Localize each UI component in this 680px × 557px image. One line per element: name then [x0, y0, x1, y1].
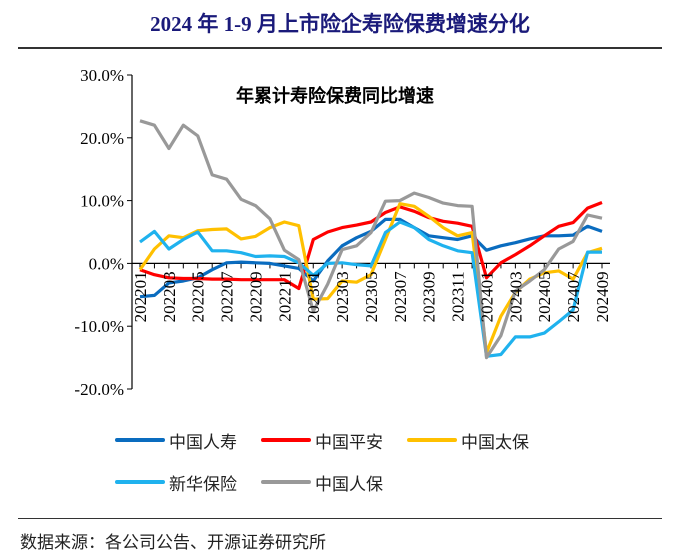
page-title: 2024 年 1-9 月上市险企寿险保费增速分化 — [150, 12, 530, 36]
x-tick-label: 202407 — [564, 271, 583, 323]
legend-item: 新华保险 — [115, 470, 259, 495]
legend-label: 中国人寿 — [169, 432, 237, 453]
y-tick-label: 20.0% — [80, 129, 124, 148]
legend: 中国人寿 中国平安 中国太保新华保险 中国人保 — [115, 427, 595, 511]
line-chart: 30.0% 20.0% 10.0% 0.0% -10.0% -20.0% 年累计寿险保费同比… — [74, 66, 612, 399]
y-tick-label: 10.0% — [80, 192, 124, 211]
legend-item: 中国太保 — [407, 428, 551, 453]
x-tick-label: 202209 — [247, 271, 266, 322]
y-tick-label: 0.0% — [89, 254, 124, 273]
x-tick-label: 202211 — [275, 271, 294, 321]
x-tick-label: 202301 — [304, 271, 323, 322]
y-tick-label: -10.0% — [74, 317, 124, 336]
legend-label: 中国太保 — [461, 432, 529, 453]
legend-label: 中国人保 — [315, 474, 383, 495]
x-tick-label: 202307 — [391, 271, 410, 323]
source-note: 数据来源：各公司公告、开源证券研究所 — [20, 533, 326, 553]
legend-item: 中国人寿 — [115, 428, 259, 453]
x-tick-label: 202205 — [189, 271, 208, 322]
x-tick-label: 202309 — [420, 271, 439, 322]
x-tick-label: 202409 — [593, 271, 612, 322]
x-tick-label: 202303 — [333, 271, 352, 322]
x-tick-label: 202203 — [160, 271, 179, 322]
legend-swatch — [261, 438, 311, 442]
x-tick-label: 202401 — [478, 271, 497, 322]
legend-swatch — [261, 480, 311, 484]
x-tick-label: 202403 — [506, 271, 525, 322]
x-tick-label: 202305 — [362, 271, 381, 322]
legend-swatch — [115, 438, 165, 442]
legend-swatch — [407, 438, 457, 442]
legend-item: 中国平安 — [261, 428, 405, 453]
y-tick-label: -20.0% — [74, 380, 124, 399]
x-tick-label: 202207 — [218, 271, 237, 323]
legend-label: 中国平安 — [315, 432, 383, 453]
x-tick-label: 202311 — [449, 271, 468, 321]
x-tick-label: 202201 — [131, 271, 150, 322]
y-tick-label: 30.0% — [80, 66, 124, 85]
legend-row: 新华保险 中国人保 — [115, 469, 595, 495]
legend-row: 中国人寿 中国平安 中国太保 — [115, 427, 595, 453]
footer-divider — [18, 518, 662, 519]
title-divider — [18, 47, 662, 49]
chart-title: 年累计寿险保费同比增速 — [236, 85, 434, 107]
legend-label: 新华保险 — [169, 474, 237, 495]
legend-swatch — [115, 480, 165, 484]
legend-item: 中国人保 — [261, 470, 405, 495]
x-tick-label: 202405 — [535, 271, 554, 322]
